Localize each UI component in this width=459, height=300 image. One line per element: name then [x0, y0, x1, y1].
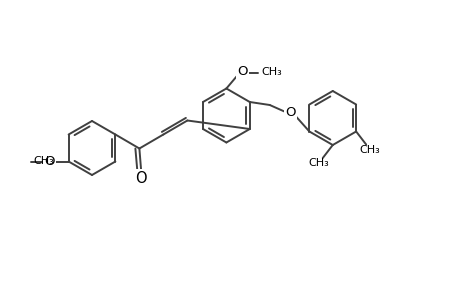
- Text: CH₃: CH₃: [34, 155, 54, 166]
- Text: O: O: [135, 171, 147, 186]
- Text: CH₃: CH₃: [308, 158, 329, 168]
- Text: O: O: [44, 155, 55, 168]
- Text: CH₃: CH₃: [359, 145, 380, 154]
- Text: O: O: [237, 65, 247, 78]
- Text: CH₃: CH₃: [261, 67, 281, 76]
- Text: O: O: [285, 106, 296, 118]
